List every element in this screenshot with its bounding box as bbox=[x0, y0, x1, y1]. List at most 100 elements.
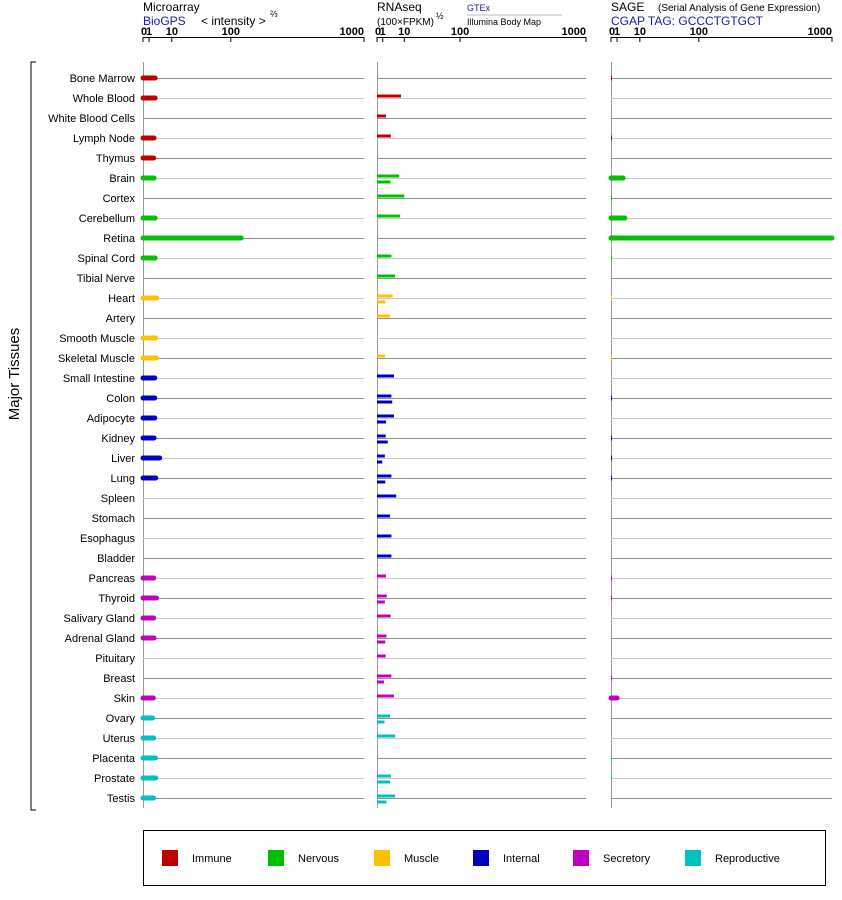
rnaseq-bar bbox=[377, 474, 392, 478]
rnaseq-bar bbox=[377, 734, 396, 738]
tissue-label: Thyroid bbox=[98, 593, 135, 605]
tissue-bracket bbox=[30, 61, 36, 811]
sage-tick-label: 100 bbox=[690, 26, 708, 38]
sage-description: (Serial Analysis of Gene Expression) bbox=[658, 3, 820, 14]
rnaseq-title: RNAseq bbox=[377, 0, 422, 14]
rnaseq-bar bbox=[377, 794, 396, 798]
rnaseq-bar bbox=[377, 680, 385, 684]
rnaseq-source-illumina: Illumina Body Map bbox=[467, 17, 541, 27]
rnaseq-bar bbox=[377, 214, 401, 218]
rnaseq-bar bbox=[377, 400, 393, 404]
rnaseq-units: (100×FPKM) bbox=[377, 17, 434, 28]
microarray-exponent: ⅔ bbox=[270, 9, 278, 19]
tissue-label: Liver bbox=[111, 453, 135, 465]
rnaseq-bar bbox=[377, 774, 391, 778]
rnaseq-bar bbox=[377, 674, 392, 678]
rnaseq-bar bbox=[377, 414, 394, 418]
rnaseq-bar bbox=[377, 300, 386, 304]
tissue-label: Adrenal Gland bbox=[65, 633, 135, 645]
rnaseq-bar bbox=[377, 440, 388, 444]
tissue-label: Bone Marrow bbox=[70, 73, 135, 85]
rnaseq-bar bbox=[377, 254, 392, 258]
legend-swatch-nervous bbox=[268, 850, 284, 866]
sage-tick-label: 1 bbox=[614, 26, 620, 38]
rnaseq-bar bbox=[377, 800, 387, 804]
y-axis-label: Major Tissues bbox=[6, 328, 23, 421]
rnaseq-bar bbox=[377, 594, 387, 598]
rnaseq-bar bbox=[377, 634, 387, 638]
microarray-tick-label: 1000 bbox=[340, 26, 364, 38]
rnaseq-bar bbox=[377, 274, 396, 278]
rnaseq-bar bbox=[377, 780, 390, 784]
rnaseq-tick-label: 1 bbox=[380, 26, 386, 38]
microarray-tick-label: 0 bbox=[141, 26, 147, 38]
legend-label-internal: Internal bbox=[503, 853, 540, 865]
rnaseq-bar bbox=[377, 314, 390, 318]
rnaseq-bar bbox=[377, 394, 392, 398]
rnaseq-bar bbox=[377, 434, 386, 438]
tissue-label: Lung bbox=[111, 473, 135, 485]
rnaseq-bar bbox=[377, 354, 385, 358]
tissue-label: Small Intestine bbox=[63, 373, 135, 385]
tissue-label: Cortex bbox=[103, 193, 136, 205]
rnaseq-bar bbox=[377, 194, 405, 198]
microarray-tick-label: 1 bbox=[146, 26, 152, 38]
tissue-label: Pituitary bbox=[95, 653, 135, 665]
microarray-units: < intensity > bbox=[201, 14, 266, 28]
tissue-label: Colon bbox=[106, 393, 135, 405]
tissue-label: Adipocyte bbox=[87, 413, 135, 425]
legend-swatch-internal bbox=[473, 850, 489, 866]
microarray-title: Microarray bbox=[143, 0, 200, 14]
tissue-label: Prostate bbox=[94, 773, 135, 785]
rnaseq-source-gtex: GTEx bbox=[467, 3, 491, 13]
rnaseq-bar bbox=[377, 420, 387, 424]
legend-label-reproductive: Reproductive bbox=[715, 853, 780, 865]
tissue-label: Placenta bbox=[92, 753, 136, 765]
rnaseq-bar bbox=[377, 600, 385, 604]
tissue-label: Whole Blood bbox=[73, 93, 135, 105]
rnaseq-bar bbox=[377, 454, 385, 458]
tissue-label: Tibial Nerve bbox=[77, 273, 135, 285]
microarray-source: BioGPS bbox=[143, 14, 186, 28]
tissue-label: Salivary Gland bbox=[63, 613, 135, 625]
sage-tag: CGAP TAG: GCCCTGTGCT bbox=[611, 14, 764, 28]
rnaseq-bar bbox=[377, 294, 393, 298]
rnaseq-bar bbox=[377, 180, 391, 184]
rnaseq-bar bbox=[377, 654, 386, 658]
tissue-label: Smooth Muscle bbox=[59, 333, 135, 345]
rnaseq-tick-label: 100 bbox=[451, 26, 469, 38]
rnaseq-bar bbox=[377, 720, 385, 724]
sage-tick-label: 0 bbox=[609, 26, 615, 38]
rnaseq-bar bbox=[377, 460, 383, 464]
tissue-label: Bladder bbox=[97, 553, 135, 565]
rnaseq-bar bbox=[377, 374, 394, 378]
legend-label-immune: Immune bbox=[192, 853, 232, 865]
tissue-label: White Blood Cells bbox=[48, 113, 135, 125]
tissue-label: Brain bbox=[109, 173, 135, 185]
tissue-label: Heart bbox=[108, 293, 135, 305]
rnaseq-bar bbox=[377, 134, 391, 138]
rnaseq-bar bbox=[377, 554, 392, 558]
legend-box bbox=[143, 830, 826, 886]
tissue-label: Stomach bbox=[92, 513, 135, 525]
rnaseq-bar bbox=[377, 514, 390, 518]
rnaseq-bar bbox=[377, 114, 387, 118]
tissue-label: Skin bbox=[114, 693, 135, 705]
sage-title: SAGE bbox=[611, 0, 644, 14]
rnaseq-bar bbox=[377, 480, 386, 484]
tissue-label: Artery bbox=[106, 313, 136, 325]
rnaseq-bar bbox=[377, 574, 387, 578]
rnaseq-bar bbox=[377, 614, 391, 618]
rnaseq-bar bbox=[377, 94, 402, 98]
microarray-tick-label: 100 bbox=[222, 26, 240, 38]
tissue-label: Spinal Cord bbox=[78, 253, 135, 265]
legend-swatch-reproductive bbox=[685, 850, 701, 866]
sage-tick-label: 10 bbox=[634, 26, 646, 38]
rnaseq-bar bbox=[377, 494, 397, 498]
rnaseq-bar bbox=[377, 534, 392, 538]
tissue-label: Kidney bbox=[101, 433, 135, 445]
rnaseq-tick-label: 0 bbox=[375, 26, 381, 38]
rnaseq-tick-label: 1000 bbox=[562, 26, 586, 38]
tissue-label: Uterus bbox=[103, 733, 136, 745]
tissue-label: Thymus bbox=[96, 153, 136, 165]
